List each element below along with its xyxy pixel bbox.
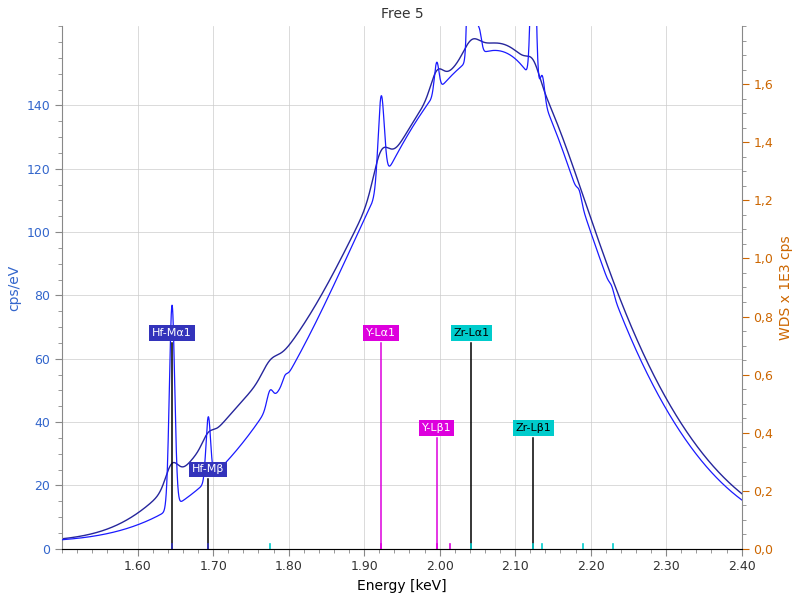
Title: Free 5: Free 5 (381, 7, 423, 21)
Text: Y-Lα1: Y-Lα1 (366, 328, 396, 338)
Text: Hf-Mβ: Hf-Mβ (192, 464, 225, 474)
X-axis label: Energy [keV]: Energy [keV] (357, 579, 446, 593)
Text: Zr-Lβ1: Zr-Lβ1 (515, 423, 551, 433)
Text: Y-Lβ1: Y-Lβ1 (422, 423, 451, 433)
Text: Zr-Lα1: Zr-Lα1 (454, 328, 490, 338)
Y-axis label: WDS x 1E3 cps: WDS x 1E3 cps (779, 235, 793, 340)
Y-axis label: cps/eV: cps/eV (7, 265, 21, 311)
Text: Hf-Mα1: Hf-Mα1 (152, 328, 192, 338)
